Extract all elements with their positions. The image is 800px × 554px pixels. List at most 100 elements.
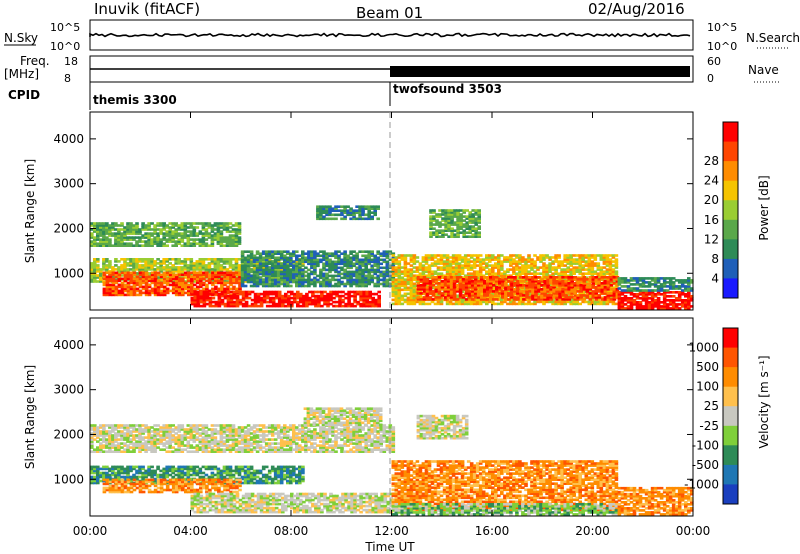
power-cell: [126, 281, 131, 285]
power-cell: [267, 258, 272, 261]
power-cell: [489, 296, 493, 299]
power-cell: [287, 302, 291, 306]
power-cell: [591, 282, 596, 285]
power-cell: [292, 276, 296, 280]
power-cell: [644, 301, 649, 304]
power-cell: [268, 292, 273, 296]
power-cell: [494, 294, 498, 298]
power-cell: [317, 300, 321, 304]
power-cell: [270, 250, 275, 253]
power-cell: [671, 295, 676, 298]
power-cell: [475, 278, 480, 281]
power-cell: [196, 298, 201, 302]
power-cell: [234, 270, 239, 273]
power-cell: [403, 260, 408, 263]
power-cell: [298, 264, 302, 267]
power-cell: [433, 270, 438, 273]
power-cell: [374, 298, 378, 302]
power-cell: [219, 242, 224, 245]
power-cell: [415, 260, 420, 263]
power-cell: [292, 272, 296, 276]
power-cell: [430, 274, 435, 277]
power-cell: [434, 282, 439, 285]
power-cell: [662, 299, 667, 302]
power-cell: [271, 292, 276, 296]
power-cell: [192, 226, 197, 229]
power-cell: [415, 280, 420, 283]
power-cell: [325, 278, 329, 282]
power-cell: [377, 300, 381, 304]
power-cell: [433, 264, 438, 267]
power-cell: [400, 258, 405, 261]
power-cell: [99, 280, 103, 283]
power-cell: [394, 258, 399, 261]
power-cell: [418, 266, 423, 269]
power-cell: [302, 302, 306, 306]
power-cell: [120, 242, 124, 245]
power-cell: [252, 270, 257, 274]
power-cell: [90, 268, 94, 271]
power-cell: [539, 276, 543, 279]
power-cell: [439, 296, 444, 300]
power-cell: [537, 284, 541, 287]
power-cell: [403, 254, 408, 257]
power-cell: [138, 266, 142, 269]
power-cell: [231, 268, 236, 271]
power-cell: [419, 278, 424, 281]
power-cell: [370, 252, 374, 255]
power-cell: [419, 298, 424, 301]
power-cell: [289, 260, 293, 263]
power-cell: [144, 293, 149, 297]
power-cell: [481, 260, 486, 263]
power-cell: [232, 285, 236, 289]
power-cell: [231, 228, 236, 231]
power-cell: [156, 291, 161, 295]
power-cell: [213, 262, 218, 265]
power-cell: [135, 236, 139, 239]
power-cell: [406, 292, 411, 296]
power-cell: [500, 262, 504, 265]
power-cell: [575, 270, 579, 273]
power-cell: [144, 283, 149, 287]
power-cell: [299, 300, 303, 304]
power-cell: [659, 301, 664, 304]
power-cell: [211, 296, 216, 300]
power-cell: [361, 272, 365, 276]
power-cell: [283, 280, 287, 284]
power-cell: [105, 277, 110, 281]
power-cell: [138, 293, 143, 297]
power-cell: [421, 300, 426, 304]
power-cell: [259, 292, 264, 296]
power-cell: [542, 266, 546, 269]
power-cell: [141, 285, 146, 289]
power-cell: [442, 268, 447, 271]
power-cell: [286, 278, 290, 282]
power-cell: [261, 280, 266, 284]
power-cell: [463, 264, 468, 267]
power-cell: [216, 226, 221, 229]
power-cell: [415, 268, 420, 271]
power-cell: [320, 290, 324, 294]
power-cell: [204, 238, 209, 241]
power-cell: [528, 296, 532, 299]
power-cell: [246, 258, 251, 262]
power-cell: [515, 276, 519, 279]
power-cell: [210, 238, 215, 241]
power-cell: [602, 284, 607, 288]
power-cell: [546, 280, 550, 283]
power-cell: [570, 286, 574, 289]
power-cell: [534, 298, 538, 301]
power-cell: [518, 272, 522, 275]
power-cell: [184, 283, 188, 287]
power-cell: [507, 288, 511, 291]
power-cell: [612, 276, 617, 279]
power-cell: [255, 274, 260, 277]
power-cell: [373, 282, 377, 286]
power-cell: [451, 254, 456, 257]
power-cell: [551, 294, 555, 298]
power-cell: [434, 278, 439, 281]
power-cell: [186, 268, 191, 271]
power-cell: [322, 276, 326, 280]
power-cell: [126, 283, 131, 287]
power-cell: [509, 254, 513, 257]
